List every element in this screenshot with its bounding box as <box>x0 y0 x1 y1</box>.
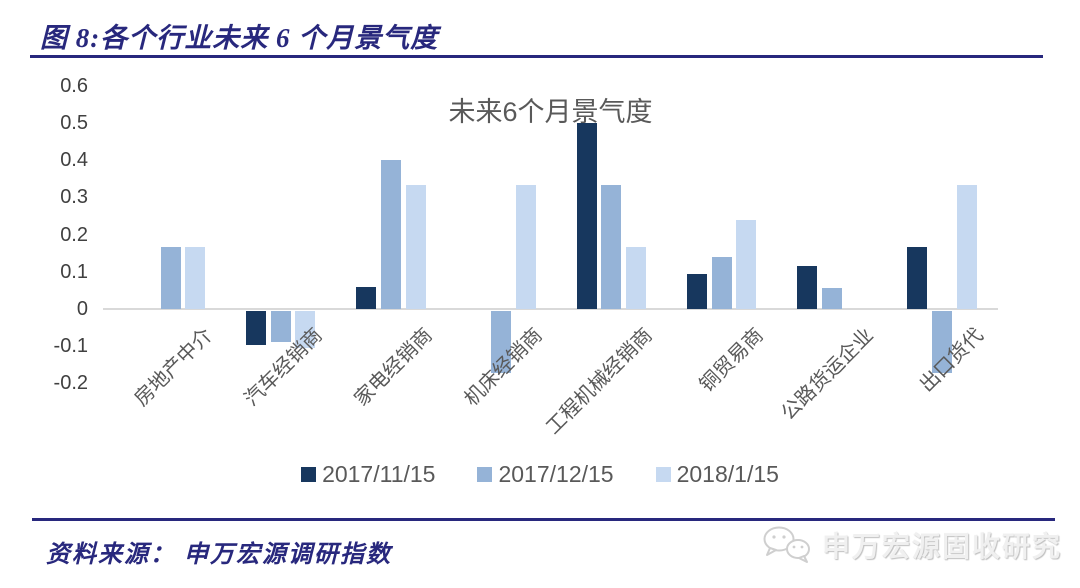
chart-legend: 2017/11/15 2017/12/15 2018/1/15 <box>0 458 1080 490</box>
legend-label: 2018/1/15 <box>676 460 779 487</box>
wechat-icon <box>763 526 810 563</box>
x-axis-category-label: 公路货运企业 <box>777 324 878 425</box>
legend-swatch <box>655 466 671 482</box>
legend-item: 2017/12/15 <box>477 460 614 488</box>
legend-item: 2017/11/15 <box>301 461 435 488</box>
bar-series2-cat6 <box>711 256 732 309</box>
chart-title: 未来6个月景气度 <box>448 97 653 127</box>
bar-series3-cat5 <box>626 246 647 309</box>
bar-series2-cat4 <box>491 311 512 374</box>
legend-label: 2017/11/15 <box>322 460 436 487</box>
legend-swatch <box>477 466 493 482</box>
footer-divider <box>32 518 1055 521</box>
x-axis-line <box>103 308 998 310</box>
bar-series2-cat8 <box>931 311 952 374</box>
bar-series3-cat3 <box>405 185 426 309</box>
source-text: 资料来源： 申万宏源调研指数 <box>46 542 392 568</box>
bar-series2-cat1 <box>160 246 181 309</box>
bar-series3-cat1 <box>185 246 206 309</box>
watermark: 申万宏源固收研究 <box>760 524 1062 566</box>
bar-series1-cat3 <box>356 286 377 309</box>
bar-series2-cat3 <box>380 160 401 309</box>
bar-series3-cat8 <box>956 185 977 309</box>
legend-item: 2018/1/15 <box>655 460 779 488</box>
watermark-text: 申万宏源固收研究 <box>821 531 1062 562</box>
x-axis-category-label: 铜贸易商 <box>695 324 768 397</box>
legend-swatch <box>301 466 317 482</box>
bar-series1-cat6 <box>686 273 707 309</box>
y-axis-tick-label: 0 <box>76 298 88 320</box>
y-axis-tick-label: 0.2 <box>60 223 88 246</box>
bar-series2-cat5 <box>601 185 622 309</box>
y-axis-tick-label: -0.1 <box>53 335 88 358</box>
bar-series3-cat2 <box>295 311 316 349</box>
bar-series3-cat4 <box>515 185 536 309</box>
y-axis-tick-label: 0.5 <box>60 112 88 134</box>
y-axis-tick-label: 0.6 <box>60 74 88 97</box>
x-axis-category-label: 房地产中介 <box>130 324 217 411</box>
y-axis-tick-label: 0.4 <box>60 149 88 172</box>
y-axis-tick-label: -0.2 <box>53 372 88 395</box>
legend-label: 2017/12/15 <box>498 460 614 487</box>
bar-series1-cat5 <box>576 123 597 309</box>
x-axis-category-label: 工程机械经销商 <box>542 324 658 439</box>
bar-series3-cat6 <box>736 220 757 309</box>
y-axis-tick-label: 0.3 <box>60 186 88 209</box>
bar-series1-cat8 <box>907 246 928 309</box>
title-divider <box>30 55 1043 58</box>
bar-series1-cat2 <box>245 311 266 345</box>
figure-title: 图 8:各个行业未来 6 个月景气度 <box>40 23 439 53</box>
bar-series2-cat7 <box>821 287 842 309</box>
x-axis-category-label: 家电经销商 <box>350 324 437 411</box>
y-axis-tick-label: 0.1 <box>60 260 88 283</box>
bar-series2-cat2 <box>270 311 291 342</box>
bar-series1-cat7 <box>797 266 817 309</box>
